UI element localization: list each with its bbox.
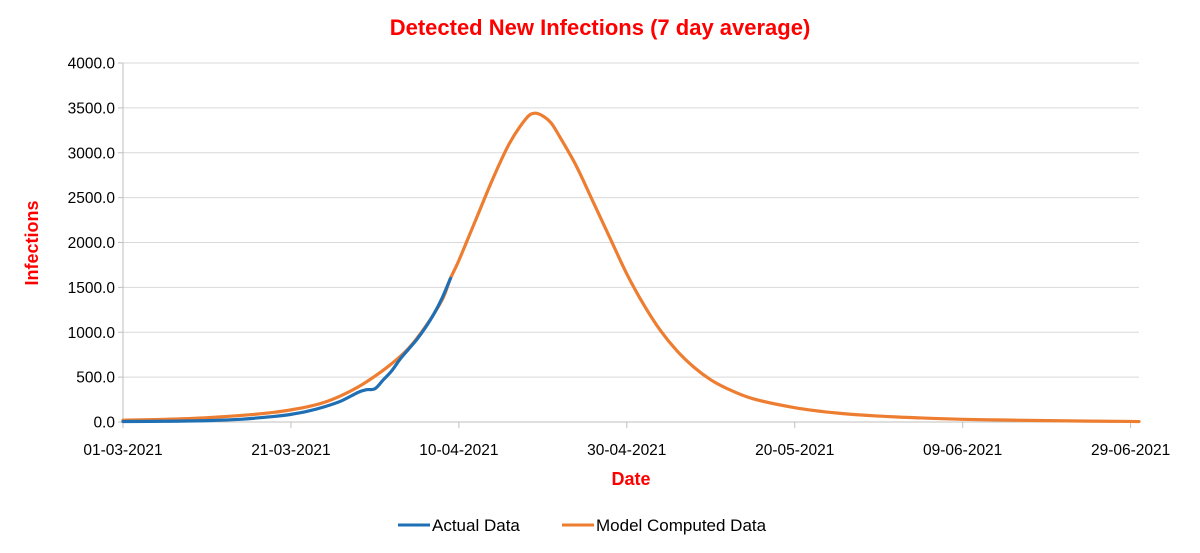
series-line-model-computed-data [121, 111, 1141, 424]
x-tick-label: 21-03-2021 [251, 442, 330, 459]
chart-title: Detected New Infections (7 day average) [390, 15, 811, 40]
series-line-actual-data [121, 276, 453, 424]
legend: Actual Data Model Computed Data [398, 516, 767, 535]
x-tick-label: 20-05-2021 [755, 442, 834, 459]
x-axis-title: Date [611, 469, 650, 489]
y-tick-label: 500.0 [76, 370, 115, 387]
legend-label-model-computed-data: Model Computed Data [596, 516, 767, 535]
y-axis-title: Infections [22, 200, 42, 285]
y-tick-label: 0.0 [93, 415, 115, 432]
plot-area [123, 62, 1139, 378]
y-tick-label: 1500.0 [68, 280, 116, 297]
y-tick-label: 4000.0 [68, 56, 116, 73]
y-tick-label: 2500.0 [68, 190, 116, 207]
y-tick-label: 3500.0 [68, 100, 116, 117]
x-tick-label: 09-06-2021 [923, 442, 1002, 459]
legend-label-actual-data: Actual Data [432, 516, 520, 535]
x-axis: 01-03-2021 21-03-2021 10-04-2021 30-04-2021… [83, 421, 1170, 459]
x-tick-label: 01-03-2021 [83, 442, 162, 459]
x-tick-label: 29-06-2021 [1091, 442, 1170, 459]
y-tick-label: 2000.0 [68, 235, 116, 252]
y-tick-label: 1000.0 [68, 325, 116, 342]
x-tick-label: 10-04-2021 [419, 442, 498, 459]
y-tick-label: 3000.0 [68, 145, 116, 162]
series-lines [121, 111, 1141, 424]
x-tick-label: 30-04-2021 [587, 442, 666, 459]
y-axis: 0.0 500.0 1000.0 1500.0 2000.0 2500.0 3000.0 35… [68, 56, 124, 432]
